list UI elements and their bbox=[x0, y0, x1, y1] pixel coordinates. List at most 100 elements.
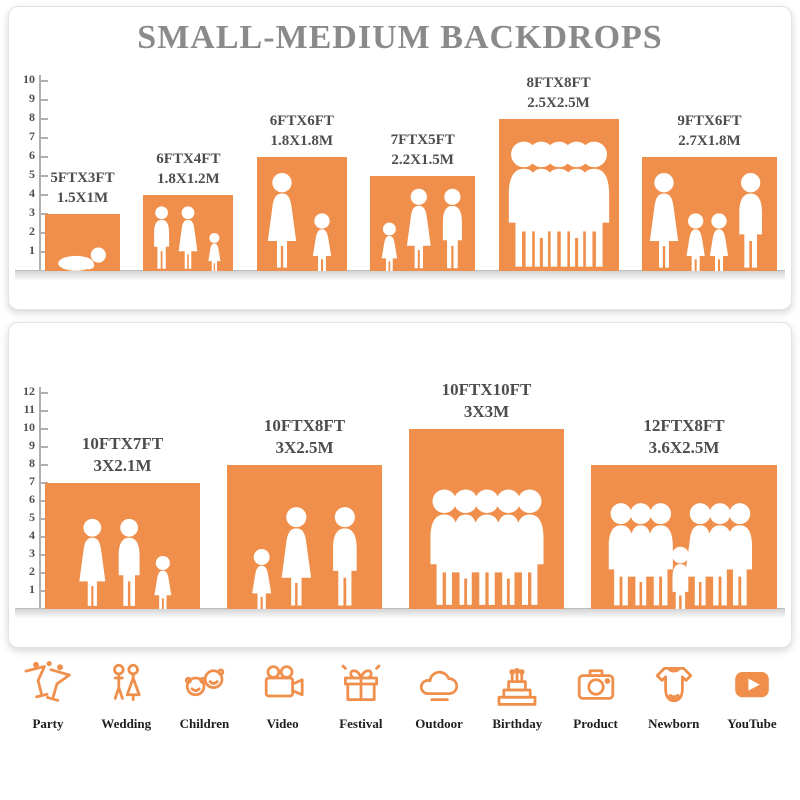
backdrop-item-12x8: 12FTX8FT 3.6X2.5M bbox=[591, 415, 777, 609]
category-video: Video bbox=[245, 656, 321, 732]
category-label: Outdoor bbox=[415, 716, 463, 731]
category-children: Children bbox=[166, 656, 242, 732]
size-ft: 10FTX8FT bbox=[263, 415, 346, 435]
ruler-tick-number: 4 bbox=[29, 186, 35, 200]
ruler-tick: 7 bbox=[29, 129, 48, 143]
ruler-tick-number: 6 bbox=[29, 492, 35, 506]
backdrop-size-label: 10FTX7FT 3X2.1M bbox=[82, 433, 163, 477]
backdrop-bar bbox=[409, 429, 564, 609]
size-ft: 10FTX7FT bbox=[81, 433, 164, 453]
backdrop-item-6x4: 6FTX4FT 1.8X1.2M bbox=[143, 150, 234, 271]
backdrop-item-10x7: 10FTX7FT 3X2.1M bbox=[45, 433, 200, 609]
category-label: Birthday bbox=[492, 716, 543, 731]
category-label: YouTube bbox=[727, 716, 777, 731]
category-festival: Festival bbox=[323, 656, 399, 732]
backdrop-size-label: 5FTX3FT 1.5X1M bbox=[50, 169, 114, 208]
panel-small-backdrops: SMALL-MEDIUM BACKDROPS 1 2 3 4 5 6 7 8 9 10 5FTX3… bbox=[8, 6, 792, 310]
ruler-tick-number: 8 bbox=[29, 110, 35, 124]
category-label: Video bbox=[266, 716, 299, 731]
ruler-tick: 3 bbox=[29, 205, 48, 219]
category-youtube: YouTube bbox=[714, 656, 790, 732]
backdrop-item-8x8: 8FTX8FT 2.5X2.5M bbox=[498, 74, 619, 271]
category-newborn: Newborn bbox=[636, 656, 712, 732]
product-icon bbox=[572, 656, 620, 712]
backdrop-bar bbox=[591, 465, 777, 609]
ruler-tick: 1 bbox=[29, 582, 48, 596]
ruler-tick: 5 bbox=[29, 167, 48, 181]
people-silhouette bbox=[251, 507, 357, 609]
size-ft: 6FTX4FT bbox=[156, 151, 221, 167]
ruler-tick-number: 7 bbox=[29, 474, 35, 488]
ruler-tick: 9 bbox=[29, 91, 48, 105]
size-ft: 5FTX3FT bbox=[50, 170, 115, 186]
ruler-tick: 6 bbox=[29, 148, 48, 162]
bars-row: 5FTX3FT 1.5X1M 6FTX4FT 1.8X1.2M 6FTX6FT … bbox=[45, 74, 777, 271]
backdrop-bar bbox=[143, 195, 234, 271]
category-label: Newborn bbox=[648, 716, 700, 731]
people-silhouette bbox=[267, 173, 331, 271]
backdrop-bar bbox=[498, 119, 619, 271]
floor-line bbox=[15, 608, 785, 619]
ruler-tick: 5 bbox=[29, 510, 48, 524]
size-m: 3X3M bbox=[463, 401, 510, 421]
category-wedding: Wedding bbox=[88, 656, 164, 732]
size-m: 1.5X1M bbox=[56, 189, 109, 206]
category-party: Party bbox=[10, 656, 86, 732]
category-label: Party bbox=[32, 716, 64, 731]
ruler: 1 2 3 4 5 6 7 8 9 10 bbox=[19, 72, 48, 271]
backdrop-item-10x8: 10FTX8FT 3X2.5M bbox=[227, 415, 382, 609]
ruler-tick-number: 8 bbox=[29, 456, 35, 470]
ruler-tick-number: 9 bbox=[29, 91, 35, 105]
ruler-tick: 2 bbox=[29, 224, 48, 238]
party-icon bbox=[24, 656, 72, 712]
ruler-tick: 4 bbox=[29, 528, 48, 542]
ruler-tick-number: 1 bbox=[29, 582, 35, 596]
ruler-tick-number: 1 bbox=[29, 243, 35, 257]
ruler-tick: 10 bbox=[23, 72, 48, 86]
ruler-tick-number: 5 bbox=[29, 167, 35, 181]
ruler-tick: 11 bbox=[24, 402, 48, 416]
size-m: 3.6X2.5M bbox=[648, 437, 720, 457]
ruler-tick: 6 bbox=[29, 492, 48, 506]
ruler-tick-number: 3 bbox=[29, 205, 35, 219]
ruler-tick: 2 bbox=[29, 564, 48, 578]
youtube-icon bbox=[728, 656, 776, 712]
ruler-tick-number: 3 bbox=[29, 546, 35, 560]
backdrop-bar bbox=[227, 465, 382, 609]
category-label: Wedding bbox=[101, 716, 152, 731]
birthday-icon bbox=[493, 656, 541, 712]
backdrop-item-7x5: 7FTX5FT 2.2X1.5M bbox=[370, 131, 476, 271]
bars-row: 10FTX7FT 3X2.1M 10FTX8FT 3X2.5M 10FTX10F… bbox=[45, 379, 777, 609]
ruler-tick-number: 11 bbox=[23, 402, 35, 416]
size-ft: 9FTX6FT bbox=[677, 113, 742, 129]
size-m: 2.7X1.8M bbox=[678, 132, 741, 149]
people-silhouette bbox=[78, 518, 171, 609]
backdrop-size-label: 7FTX5FT 2.2X1.5M bbox=[391, 131, 455, 170]
backdrop-bar bbox=[45, 214, 120, 271]
ruler: 1 2 3 4 5 6 7 8 9 10 11 12 bbox=[19, 384, 48, 609]
people-silhouette bbox=[57, 247, 106, 271]
category-label: Festival bbox=[339, 716, 383, 731]
ruler-tick-number: 10 bbox=[23, 420, 35, 434]
category-outdoor: Outdoor bbox=[401, 656, 477, 732]
category-product: Product bbox=[558, 656, 634, 732]
page-title: SMALL-MEDIUM BACKDROPS bbox=[137, 19, 663, 56]
ruler-tick-number: 10 bbox=[23, 72, 35, 86]
size-m: 2.2X1.5M bbox=[391, 151, 454, 168]
size-m: 3X2.5M bbox=[275, 437, 334, 457]
backdrop-item-5x3: 5FTX3FT 1.5X1M bbox=[45, 169, 120, 271]
outdoor-icon bbox=[415, 656, 463, 712]
ruler-tick-number: 2 bbox=[29, 224, 35, 238]
ruler-tick-number: 12 bbox=[23, 384, 35, 398]
backdrop-item-10x10: 10FTX10FT 3X3M bbox=[409, 379, 564, 609]
backdrop-bar bbox=[256, 157, 347, 271]
panel-medium-backdrops: 1 2 3 4 5 6 7 8 9 10 11 12 10FTX7FT 3X2.1M 10FTX8FT… bbox=[8, 322, 792, 648]
backdrop-size-label: 8FTX8FT 2.5X2.5M bbox=[526, 74, 590, 113]
newborn-icon bbox=[650, 656, 698, 712]
ruler-tick: 9 bbox=[29, 438, 48, 452]
size-m: 1.8X1.8M bbox=[270, 132, 334, 149]
category-label: Children bbox=[179, 716, 230, 731]
backdrop-bar bbox=[45, 483, 200, 609]
backdrop-bar bbox=[641, 157, 777, 271]
floor-line bbox=[15, 270, 785, 281]
